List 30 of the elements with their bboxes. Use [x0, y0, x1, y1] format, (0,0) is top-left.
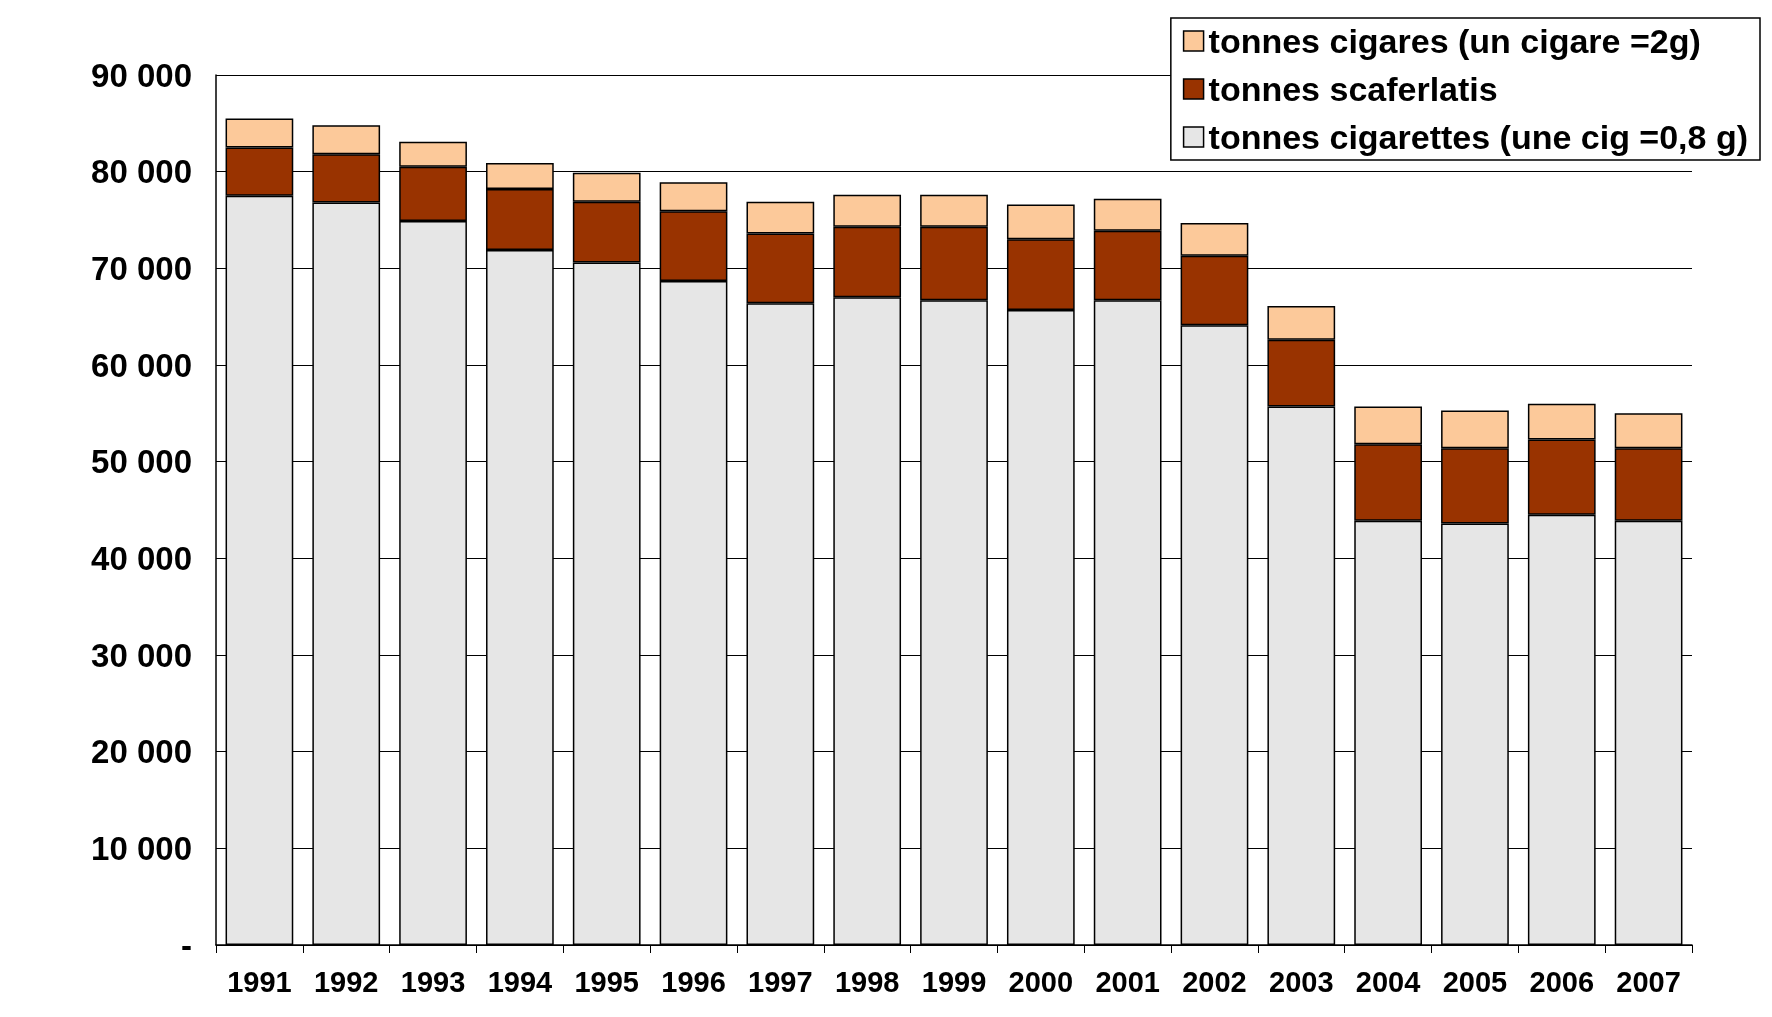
x-tick-label: 1994: [487, 965, 553, 998]
x-tick-label: 1992: [313, 965, 379, 998]
y-tick-label: 90 000: [91, 56, 192, 94]
x-tick-label: 2005: [1442, 965, 1508, 998]
x-tick-label: 2004: [1355, 965, 1421, 998]
x-tick-label: 2002: [1182, 965, 1247, 998]
x-tick-label: 2007: [1616, 965, 1681, 998]
y-tick-label: 70 000: [91, 249, 192, 287]
x-tick-label: 1999: [921, 965, 987, 998]
y-tick-label: 10 000: [91, 829, 192, 867]
legend-label: tonnes cigarettes (une cig =0,8 g): [1208, 118, 1748, 156]
y-tick-label: 60 000: [91, 346, 192, 384]
y-tick-label: 30 000: [91, 636, 192, 674]
x-tick-label: 1995: [574, 965, 639, 998]
legend-label: tonnes scaferlatis: [1208, 70, 1498, 108]
y-tick-label: 50 000: [91, 443, 192, 481]
x-tick-label: 2006: [1529, 965, 1595, 998]
x-tick-label: 2003: [1269, 965, 1334, 998]
x-tick-label: 2000: [1008, 965, 1074, 998]
y-tick-label: 40 000: [91, 539, 192, 577]
x-tick-label: 2001: [1095, 965, 1160, 998]
y-tick-label: 20 000: [91, 733, 192, 771]
x-tick-label: 1996: [661, 965, 726, 998]
x-tick-label: 1993: [400, 965, 466, 998]
y-tick-label: 80 000: [91, 153, 192, 191]
legend-label: tonnes cigares (un cigare =2g): [1208, 22, 1701, 60]
x-tick-label: 1997: [748, 965, 813, 998]
y-tick-label: -: [181, 926, 192, 964]
x-tick-label: 1991: [227, 965, 292, 998]
x-tick-label: 1998: [834, 965, 900, 998]
